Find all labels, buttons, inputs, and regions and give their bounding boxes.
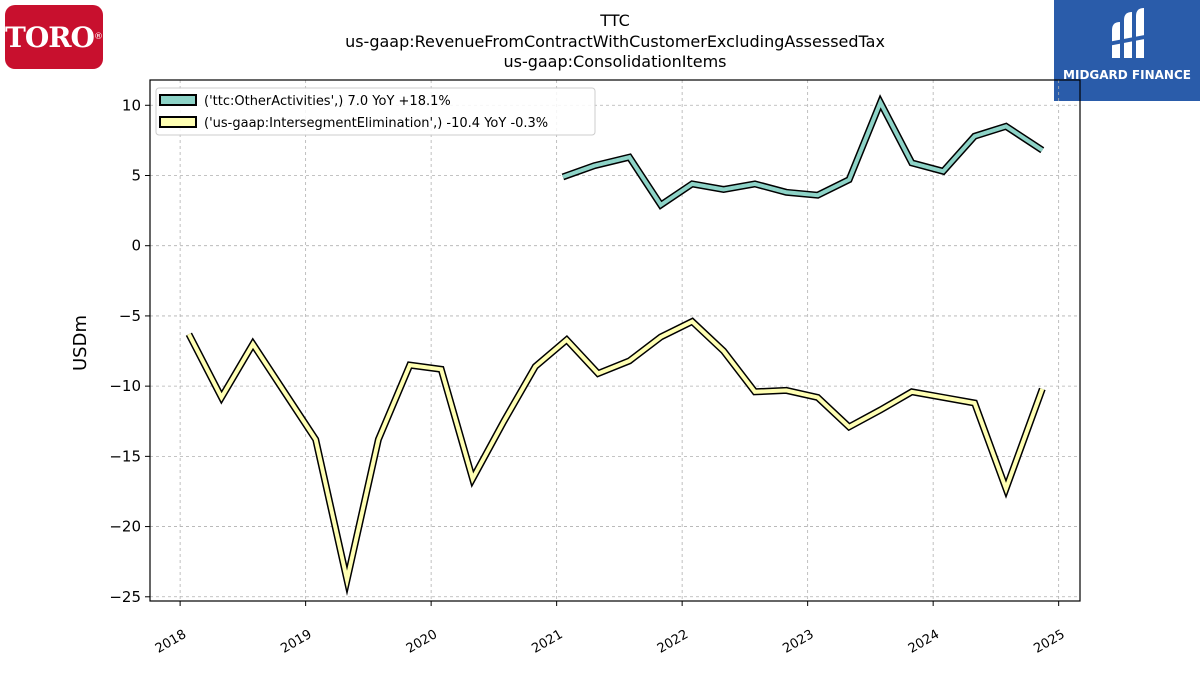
x-tick-label: 2025	[1031, 627, 1067, 657]
x-tick-label: 2020	[404, 627, 440, 657]
legend: ('ttc:OtherActivities',) 7.0 YoY +18.1% (…	[155, 87, 596, 136]
x-tick-label: 2018	[153, 627, 189, 657]
x-tick-label: 2023	[780, 627, 816, 657]
x-tick-label: 2022	[655, 627, 691, 657]
x-tick-label: 2019	[278, 627, 314, 657]
legend-label-1: ('ttc:OtherActivities',) 7.0 YoY +18.1%	[204, 94, 451, 109]
midgard-logo-text: MIDGARD FINANCE	[1063, 68, 1191, 82]
midgard-logo-icon	[1108, 8, 1150, 58]
y-tick-label: −15	[109, 447, 141, 465]
chart-title-line-2: us-gaap:RevenueFromContractWithCustomerE…	[345, 32, 885, 51]
registered-mark: ®	[93, 32, 103, 42]
x-axis-ticks: 2018 2019 2020 2021 2022 2023 2024 2025	[153, 601, 1068, 657]
legend-swatch-1	[159, 94, 197, 106]
legend-label-2: ('us-gaap:IntersegmentElimination',) -10…	[204, 116, 548, 131]
series-line-2	[187, 319, 1045, 590]
y-tick-label: −10	[109, 377, 141, 395]
legend-box	[155, 87, 596, 136]
y-tick-label: 0	[131, 237, 141, 255]
toro-logo-text: TORO	[5, 20, 95, 54]
series-lines	[185, 94, 1046, 596]
y-tick-label: −5	[119, 307, 141, 325]
y-axis-label: USDm	[70, 315, 91, 371]
y-tick-label: −20	[109, 518, 141, 536]
grid-lines	[150, 80, 1080, 601]
plot-frame	[149, 79, 1081, 602]
chart-title-line-3: us-gaap:ConsolidationItems	[503, 52, 727, 71]
chart-title-line-1: TTC	[600, 11, 630, 30]
y-tick-label: 10	[122, 96, 141, 114]
y-tick-label: −25	[109, 588, 141, 606]
midgard-finance-logo: MIDGARD FINANCE	[1054, 0, 1200, 101]
x-tick-label: 2024	[906, 627, 942, 657]
y-tick-label: 5	[131, 166, 141, 184]
x-tick-label: 2021	[529, 627, 565, 657]
toro-logo: TORO ®	[5, 5, 103, 69]
y-axis-ticks: 10 5 0 −5 −10 −15 −20 −25	[109, 96, 150, 606]
series-line-1	[562, 97, 1044, 208]
legend-swatch-2	[159, 116, 197, 128]
series-outline-1	[561, 94, 1045, 210]
